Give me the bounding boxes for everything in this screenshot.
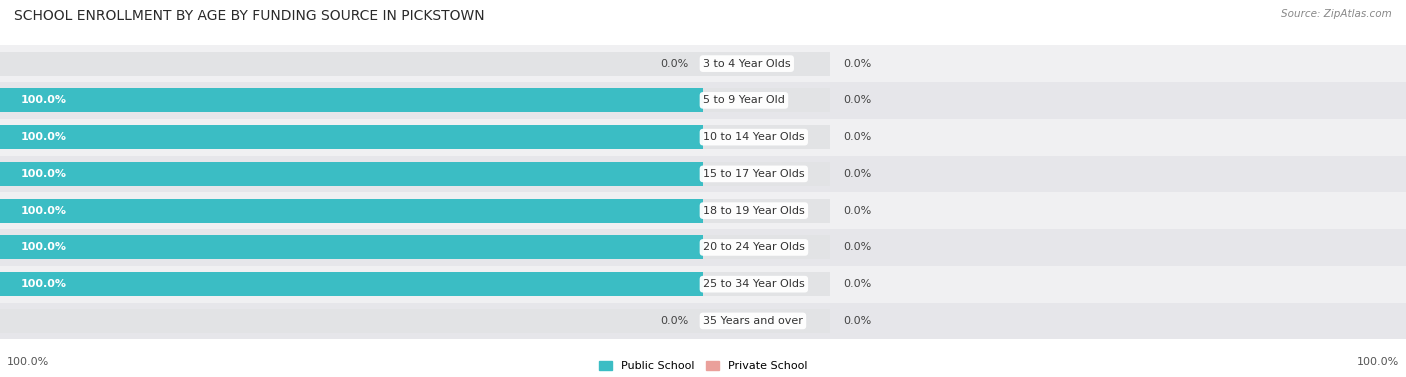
Text: 0.0%: 0.0%	[844, 242, 872, 253]
Text: 0.0%: 0.0%	[844, 279, 872, 289]
Text: 3 to 4 Year Olds: 3 to 4 Year Olds	[703, 58, 790, 69]
Text: 0.0%: 0.0%	[661, 316, 689, 326]
Bar	[703, 52, 830, 75]
Bar	[0, 303, 1406, 339]
Text: 100.0%: 100.0%	[21, 95, 67, 106]
Bar	[0, 162, 703, 186]
Text: 5 to 9 Year Old: 5 to 9 Year Old	[703, 95, 785, 106]
Text: Source: ZipAtlas.com: Source: ZipAtlas.com	[1281, 9, 1392, 20]
Text: 100.0%: 100.0%	[21, 242, 67, 253]
Bar	[0, 156, 1406, 192]
Text: 25 to 34 Year Olds: 25 to 34 Year Olds	[703, 279, 804, 289]
Bar	[703, 272, 830, 296]
Text: 18 to 19 Year Olds: 18 to 19 Year Olds	[703, 205, 804, 216]
Text: 100.0%: 100.0%	[7, 357, 49, 367]
Text: 100.0%: 100.0%	[21, 279, 67, 289]
Bar	[0, 82, 1406, 119]
Bar	[0, 309, 703, 333]
Bar	[0, 89, 703, 112]
Text: 100.0%: 100.0%	[21, 169, 67, 179]
Bar	[0, 89, 703, 112]
Text: 100.0%: 100.0%	[1357, 357, 1399, 367]
Text: 0.0%: 0.0%	[844, 95, 872, 106]
Bar	[0, 236, 703, 259]
Bar	[0, 272, 703, 296]
Bar	[0, 119, 1406, 156]
Bar	[703, 199, 830, 222]
Text: 0.0%: 0.0%	[661, 58, 689, 69]
Bar	[0, 266, 1406, 302]
Bar	[703, 89, 830, 112]
Text: 35 Years and over: 35 Years and over	[703, 316, 803, 326]
Text: 15 to 17 Year Olds: 15 to 17 Year Olds	[703, 169, 804, 179]
Text: 0.0%: 0.0%	[844, 132, 872, 142]
Bar	[0, 272, 703, 296]
Bar	[703, 309, 830, 333]
Bar	[0, 199, 703, 222]
Text: 0.0%: 0.0%	[844, 316, 872, 326]
Bar	[703, 162, 830, 186]
Legend: Public School, Private School: Public School, Private School	[599, 361, 807, 371]
Text: 10 to 14 Year Olds: 10 to 14 Year Olds	[703, 132, 804, 142]
Bar	[0, 236, 703, 259]
Bar	[703, 125, 830, 149]
Text: 100.0%: 100.0%	[21, 205, 67, 216]
Bar	[0, 125, 703, 149]
Bar	[0, 192, 1406, 229]
Text: 0.0%: 0.0%	[844, 205, 872, 216]
Text: 20 to 24 Year Olds: 20 to 24 Year Olds	[703, 242, 804, 253]
Text: 100.0%: 100.0%	[21, 132, 67, 142]
Bar	[0, 45, 1406, 82]
Bar	[0, 229, 1406, 266]
Bar	[0, 162, 703, 186]
Bar	[0, 125, 703, 149]
Text: 0.0%: 0.0%	[844, 169, 872, 179]
Bar	[703, 236, 830, 259]
Text: 0.0%: 0.0%	[844, 58, 872, 69]
Bar	[0, 199, 703, 222]
Bar	[0, 52, 703, 75]
Text: SCHOOL ENROLLMENT BY AGE BY FUNDING SOURCE IN PICKSTOWN: SCHOOL ENROLLMENT BY AGE BY FUNDING SOUR…	[14, 9, 485, 23]
